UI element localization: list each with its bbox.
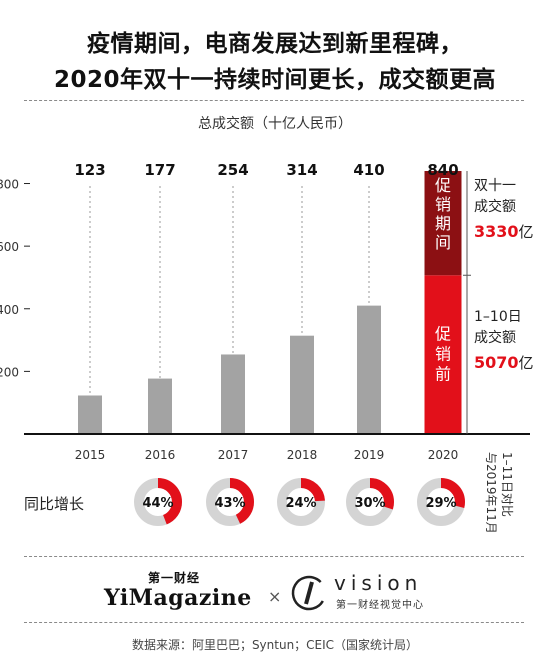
growth-donut-2017: [277, 478, 325, 526]
chart-subtitle: 总成交额（十亿人民币）: [198, 116, 352, 132]
value-label-2018: 314: [286, 161, 317, 179]
data-source: 数据来源：阿里巴巴；Syntun；CEIC（国家统计局）: [131, 638, 419, 652]
presale-value: 5070亿: [474, 353, 534, 372]
title-divider: [24, 100, 524, 101]
chart-title-line1: 疫情期间，电商发展达到新里程碑，: [87, 31, 463, 57]
vision-logo-mark-icon: [291, 575, 327, 611]
festival-vertical-char: 促: [435, 176, 451, 195]
festival-value: 3330亿: [474, 222, 534, 241]
yimagazine-logo: YiMagazine: [104, 585, 252, 611]
growth-label: 同比增长: [24, 495, 84, 513]
growth-value-label: 44%: [142, 496, 173, 511]
y-tick-label: 200: [0, 365, 19, 379]
growth-donut-2015: [134, 478, 182, 526]
festival-vertical-char: 间: [435, 233, 451, 252]
presale-vertical-char: 促: [435, 324, 451, 343]
growth-value-label: 29%: [425, 496, 456, 511]
bar-2018: [290, 335, 314, 434]
bar-2016: [148, 378, 172, 434]
growth-donut-2018: [346, 478, 394, 526]
value-label-2017: 254: [217, 161, 248, 179]
presale-label-line2: 成交额: [474, 329, 516, 346]
festival-vertical-char: 销: [435, 195, 451, 214]
y-tick-label: 800: [0, 178, 19, 192]
y-tick-label: 600: [0, 240, 19, 254]
bar-chart: 200 400 600 800 123 177 254 314 410 840 2015 2016 20…: [0, 161, 534, 534]
x-tick-label: 2019: [354, 448, 385, 462]
growth-value-label: 30%: [354, 496, 385, 511]
festival-label-line2: 成交额: [474, 198, 516, 215]
vision-logo-cn: 第一财经视觉中心: [336, 600, 424, 611]
vision-logo: vision: [334, 571, 423, 595]
growth-value-label: 24%: [285, 496, 316, 511]
chart-title-line2: 2020年双十一持续时间更长，成交额更高: [53, 67, 496, 93]
y-tick-label: 400: [0, 303, 19, 317]
value-label-2015: 123: [74, 161, 105, 179]
logo-row: 第一财经 YiMagazine × vision 第一财经视觉中心: [0, 565, 550, 615]
x-tick-label: 2017: [218, 448, 249, 462]
x-tick-label: 2020: [428, 448, 459, 462]
value-label-2020: 840: [427, 161, 458, 179]
x-tick-label: 2016: [145, 448, 176, 462]
bar-2017: [221, 354, 245, 434]
source-divider: [24, 622, 524, 623]
logo-separator: ×: [268, 587, 282, 606]
growth-donut-2019: [417, 478, 465, 526]
yimagazine-logo-cn: 第一财经: [148, 571, 201, 585]
x-tick-label: 2018: [287, 448, 318, 462]
x-tick-label: 2015: [75, 448, 106, 462]
bar-2020-presale: [424, 275, 462, 434]
festival-vertical-char: 期: [435, 214, 451, 233]
bar-2019: [357, 305, 381, 434]
growth-note: 1–11日对比与2019年11月: [484, 452, 514, 534]
growth-divider: [24, 556, 524, 557]
festival-label-line1: 双十一: [474, 178, 516, 194]
bar-2020-festival: [424, 171, 462, 276]
presale-vertical-char: 前: [435, 364, 451, 383]
presale-vertical-char: 销: [435, 344, 451, 363]
growth-donut-2016: [206, 478, 254, 526]
value-label-2019: 410: [353, 161, 384, 179]
value-label-2016: 177: [144, 161, 175, 179]
growth-value-label: 43%: [214, 496, 245, 511]
presale-label-line1: 1–10日: [474, 309, 522, 325]
bar-2015: [78, 395, 102, 434]
